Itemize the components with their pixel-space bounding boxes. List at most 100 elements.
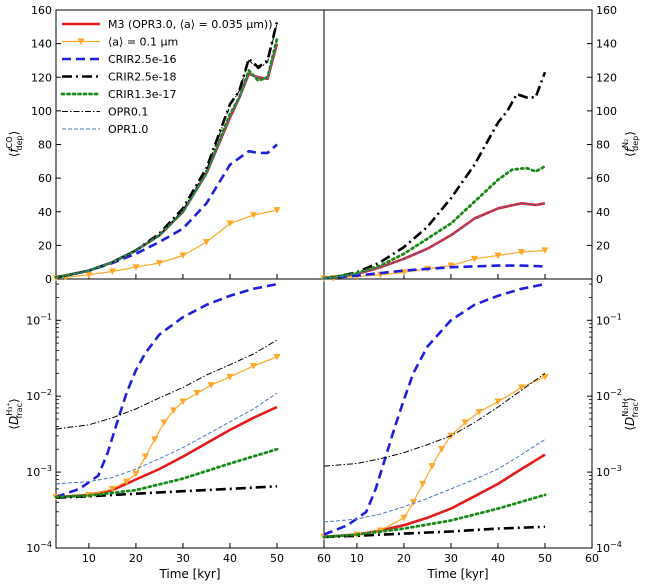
ylabel-bottom-left: ⟨DH₃⁺frac⟩ (5, 398, 24, 429)
ytick-label-top-left-7: 140 (31, 38, 52, 51)
ytick-label-top-left-3: 60 (38, 172, 52, 185)
ytick-label-top-left-8: 160 (31, 4, 52, 17)
series-point-top-right-a01-8 (494, 252, 502, 259)
series-point-top-left-a01-8 (226, 220, 234, 228)
ytick-label-top-right-2: 40 (596, 206, 610, 219)
ytick-label-bottom-right-2: 10−2 (596, 388, 622, 403)
series-line-bottom-right-OPR10 (323, 438, 546, 523)
xtick-label-bottom-left-2: 30 (176, 552, 190, 565)
series-line-bottom-left-a01 (55, 356, 278, 498)
xtick-label-bottom-left-5: 60 (317, 552, 331, 565)
series-line-bottom-right-a01 (323, 376, 546, 538)
panel-frame-top-left (55, 9, 325, 280)
ytick-label-top-right-3: 60 (596, 172, 610, 185)
ylabel-top-left: ⟨fCOdep⟩ (5, 131, 24, 158)
series-point-bottom-left-a01-2 (108, 485, 116, 493)
series-line-top-right-CRIR25e16 (323, 264, 546, 280)
ytick-label-top-right-0: 0 (596, 273, 603, 286)
ylabel-bottom-right: ⟨DN₂H⁺frac⟩ (621, 397, 640, 430)
ytick-label-bottom-right-3: 10−1 (596, 312, 622, 327)
series-point-bottom-left-a01-10 (193, 390, 201, 397)
series-point-top-left-a01-10 (273, 207, 281, 214)
series-point-top-left-a01-7 (202, 239, 210, 246)
series-point-top-left-a01-6 (179, 252, 187, 259)
xtick-label-bottom-right-0: 10 (350, 552, 364, 565)
ytick-label-top-left-4: 80 (38, 139, 52, 152)
series-line-bottom-left-CRIR13e17 (54, 447, 279, 499)
ytick-label-top-left-1: 20 (38, 239, 52, 252)
series-point-bottom-right-a01-10 (475, 408, 483, 416)
ytick-label-top-left-0: 0 (45, 273, 52, 286)
series-point-bottom-left-a01-6 (151, 436, 159, 443)
legend-label-CRIR25e16: CRIR2.5e-16 (108, 53, 176, 66)
xlabel-right: Time [kyr] (426, 567, 488, 581)
series-line-bottom-right-OPR01 (323, 372, 546, 467)
ytick-label-top-right-6: 120 (596, 71, 617, 84)
series-point-top-left-a01-2 (85, 271, 93, 279)
xtick-label-bottom-right-1: 20 (397, 552, 411, 565)
series-point-top-left-a01-9 (249, 212, 257, 219)
series-point-top-right-a01-10 (541, 247, 549, 254)
ytick-label-bottom-right-1: 10−3 (596, 464, 622, 479)
legend-label-a01: ⟨a⟩ = 0.1 μm (108, 36, 178, 49)
series-line-top-right-CRIR25e18 (323, 71, 547, 280)
legend-label-CRIR13e17: CRIR1.3e-17 (108, 88, 176, 101)
ytick-label-bottom-right-0: 10−4 (596, 540, 622, 555)
series-line-top-right-CRIR13e17 (322, 164, 547, 280)
xtick-label-bottom-left-4: 50 (270, 552, 284, 565)
series-line-top-left-a01 (55, 209, 278, 279)
series-point-bottom-right-a01-7 (438, 446, 446, 453)
series-point-top-left-a01-3 (108, 268, 116, 275)
series-point-bottom-left-a01-11 (207, 382, 215, 389)
series-point-bottom-left-a01-8 (170, 407, 178, 414)
legend-label-OPR01: OPR0.1 (108, 106, 148, 119)
series-line-top-left-CRIR25e18 (55, 21, 279, 279)
series-point-top-left-a01-5 (155, 260, 163, 267)
series-line-bottom-left-OPR10 (55, 392, 278, 485)
legend: M3 (OPR3.0, ⟨a⟩ = 0.035 μm)) ⟨a⟩ = 0.1 μm… (60, 18, 273, 136)
legend-label-M3: M3 (OPR3.0, ⟨a⟩ = 0.035 μm)) (108, 18, 273, 31)
series-point-top-right-a01-6 (447, 262, 455, 270)
xlabel-left: Time [kyr] (158, 567, 220, 581)
series-point-bottom-left-a01-4 (132, 470, 140, 478)
series-point-top-right-a01-9 (517, 249, 525, 256)
legend-label-CRIR25e18: CRIR2.5e-18 (108, 71, 176, 84)
panel-frame-top-right (323, 9, 593, 280)
series-point-bottom-left-a01-7 (160, 419, 168, 427)
chart-marks: 0 20 40 60 80 100 120 140 160 0 20 40 60 80 100 120 140 1… (26, 4, 622, 565)
series-point-bottom-right-a01-11 (494, 398, 502, 406)
series-line-top-right-M3 (323, 202, 546, 280)
xtick-label-bottom-right-4: 50 (538, 552, 552, 565)
ytick-label-top-right-7: 140 (596, 38, 617, 51)
legend-marker-a01 (77, 38, 85, 45)
series-point-bottom-right-a01-3 (400, 514, 408, 522)
series-point-bottom-right-a01-6 (428, 463, 436, 470)
xtick-label-bottom-right-2: 30 (444, 552, 458, 565)
series-point-bottom-right-a01-12 (517, 384, 525, 392)
series-point-top-left-a01-4 (132, 264, 140, 271)
series-point-bottom-left-a01-14 (273, 353, 281, 361)
ytick-label-top-left-5: 100 (31, 105, 52, 118)
ytick-label-bottom-left-0: 10−4 (26, 540, 52, 555)
series-point-bottom-right-a01-5 (419, 480, 427, 488)
ytick-label-top-right-5: 100 (596, 105, 617, 118)
series-line-bottom-right-CRIR25e16 (323, 282, 546, 536)
ytick-label-bottom-left-2: 10−2 (26, 388, 52, 403)
ytick-label-bottom-left-3: 10−1 (26, 312, 52, 327)
xtick-label-bottom-left-0: 10 (82, 552, 96, 565)
series-line-bottom-right-CRIR13e17 (322, 493, 547, 539)
panel-frame-bottom-left (55, 278, 325, 549)
panel-frame-bottom-right (323, 278, 593, 549)
ylabel-top-right: ⟨fN₂dep⟩ (621, 131, 640, 157)
ytick-label-top-right-4: 80 (596, 139, 610, 152)
series-point-bottom-left-a01-9 (179, 398, 187, 406)
series-point-top-right-a01-7 (470, 255, 478, 263)
legend-label-OPR10: OPR1.0 (108, 123, 148, 136)
series-point-bottom-left-a01-13 (249, 362, 257, 370)
series-point-bottom-right-a01-13 (541, 373, 549, 381)
series-point-bottom-left-a01-12 (226, 373, 234, 381)
series-point-bottom-right-a01-9 (461, 419, 469, 427)
ytick-label-top-right-8: 160 (596, 4, 617, 17)
